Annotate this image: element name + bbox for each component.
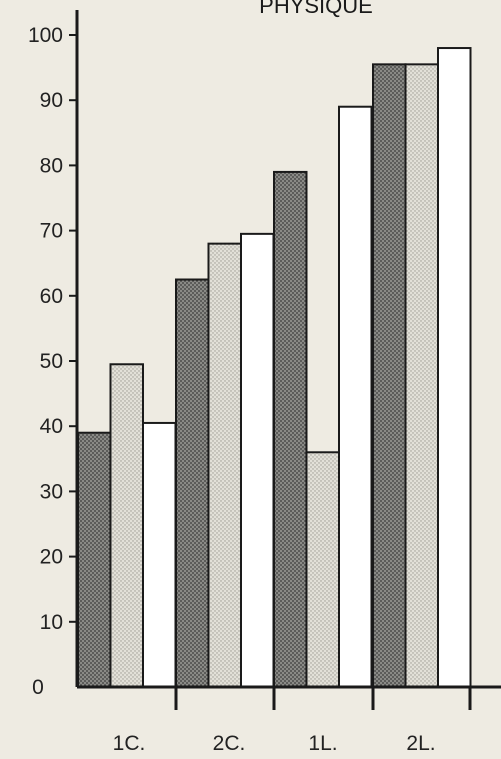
bar-1l-series-2 [305,451,340,688]
y-tick-label: 50 [40,350,63,373]
bar-2c-series-2 [207,242,242,688]
bar-2c-series-1 [175,278,210,688]
bar-1l-series-3 [338,105,373,689]
y-tick-label: 90 [40,89,63,112]
y-tick-label: 10 [40,611,63,634]
x-category-label-2c: 2C. [213,732,246,755]
y-tick-label: 30 [40,480,63,503]
y-tick-label: 100 [28,24,63,47]
x-axis-labels: 1C. 2C. 1L. 2L. [113,732,436,755]
bar-2c-series-3 [240,232,275,689]
y-tick-label: 40 [40,415,63,438]
bar-1c-series-1 [77,431,112,688]
x-category-label-2l: 2L. [406,732,435,755]
bars [77,47,472,689]
y-axis-ticks: 0 10 20 30 40 50 60 70 80 90 100 [28,24,77,699]
x-category-label-1l: 1L. [308,732,337,755]
y-tick-label: 70 [40,220,63,243]
bar-2l-series-1 [372,63,407,688]
y-tick-label: 20 [40,546,63,569]
bar-2l-series-3 [437,47,472,689]
bar-1l-series-1 [273,170,308,689]
bar-1c-series-2 [109,363,144,688]
chart-title: PHYSIQUE [259,0,373,18]
y-tick-label: 80 [40,154,63,177]
y-tick-label: 0 [32,676,44,699]
bar-2l-series-2 [404,63,439,688]
y-tick-label: 60 [40,285,63,308]
bar-1c-series-3 [142,421,177,688]
x-axis-group-separators [174,687,472,710]
x-category-label-1c: 1C. [113,732,146,755]
